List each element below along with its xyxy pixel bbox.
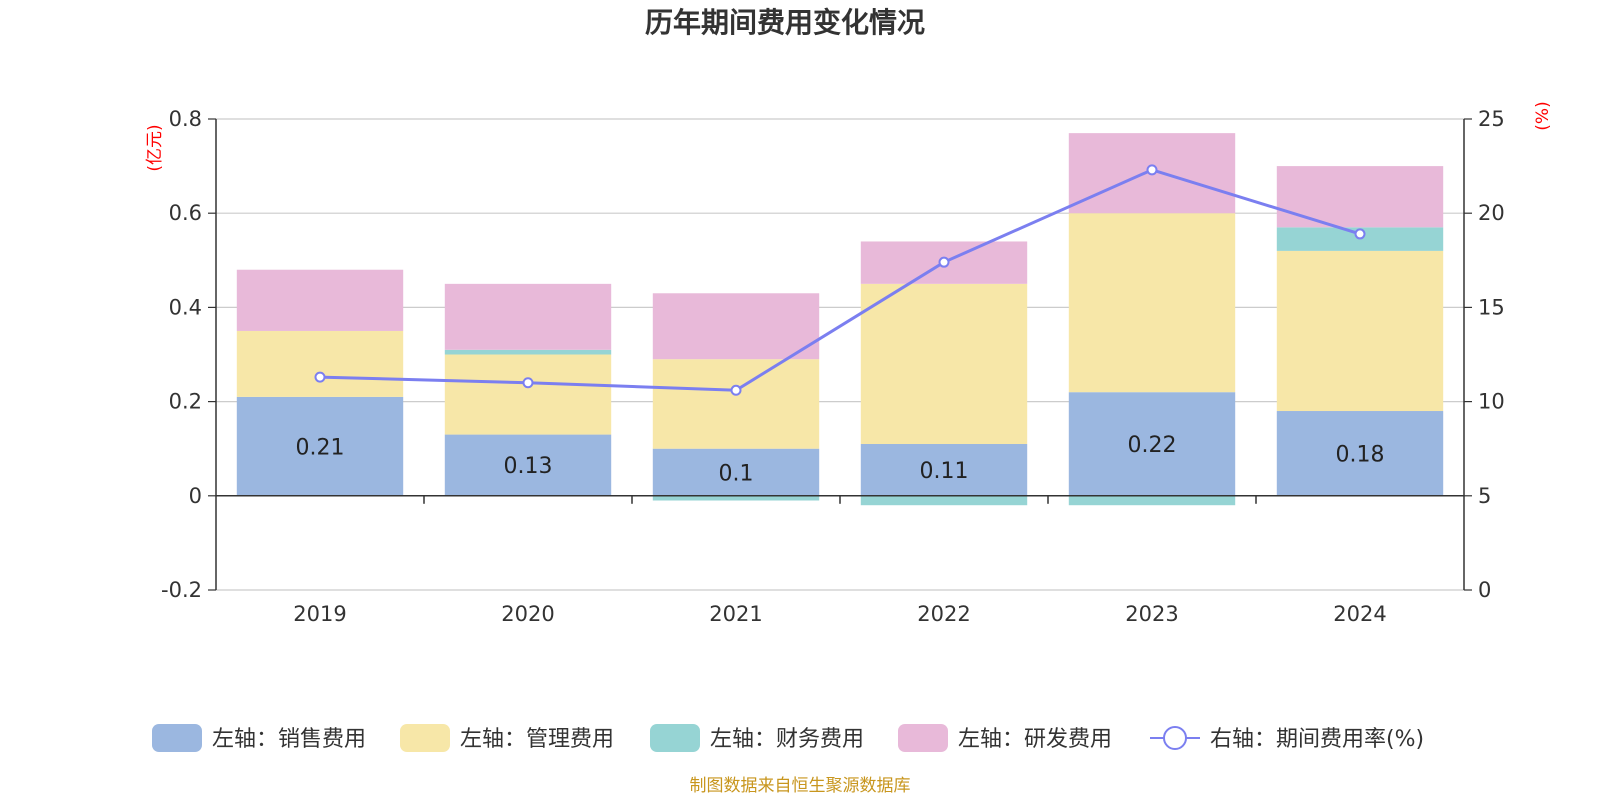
left-axis-tick-label: 0: [189, 484, 202, 508]
bar-data-label: 0.22: [1128, 433, 1177, 458]
bar-segment: [1068, 495, 1236, 506]
rate-point: [938, 256, 950, 268]
right-axis-tick-label: 0: [1478, 578, 1491, 602]
x-axis-tick-label: 2020: [501, 602, 554, 626]
data-source-note: 制图数据来自恒生聚源数据库: [690, 776, 911, 796]
bar-data-label: 0.13: [504, 454, 553, 479]
bar-segment: [860, 443, 1028, 496]
bar-segment: [444, 349, 612, 355]
bar-data-label: 0.1: [719, 461, 754, 486]
right-axis-tick-label: 10: [1478, 390, 1505, 414]
rate-point: [1354, 228, 1366, 240]
legend-label: 左轴：财务费用: [710, 727, 864, 752]
left-axis-tick-label: -0.2: [161, 578, 202, 602]
bar-segment: [444, 354, 612, 435]
x-axis-tick-label: 2022: [917, 602, 970, 626]
right-axis-tick-label: 15: [1478, 295, 1505, 319]
bar-segment: [444, 434, 612, 496]
left-axis-tick-label: 0.8: [169, 107, 202, 131]
rate-point: [314, 371, 326, 383]
legend: 左轴：销售费用 左轴：管理费用 左轴：财务费用 左轴：研发费用 右轴：期间费用率(%): [152, 724, 1424, 752]
chart-title: 历年期间费用变化情况: [645, 6, 925, 39]
x-axis-tick-label: 2021: [709, 602, 762, 626]
bar-segment: [236, 330, 404, 397]
right-axis-tick-label: 20: [1478, 201, 1505, 225]
legend-swatch: [898, 724, 948, 752]
bar-segment: [652, 495, 820, 501]
bar-segment: [860, 283, 1028, 444]
bar-segment: [1068, 392, 1236, 496]
axes: 0.8 0.6 0.4 0.2 0 -0.2 25 20 15 10 5 0 2019 2020 2021 2…: [161, 107, 1505, 626]
bar-segment: [1068, 213, 1236, 393]
bar-stacks: 0.21 0.13 0.1 0.11 0.22 0.18: [236, 133, 1444, 506]
bar-data-label: 0.21: [296, 435, 345, 460]
legend-swatch: [650, 724, 700, 752]
rate-point: [522, 377, 534, 389]
x-axis-tick-label: 2023: [1125, 602, 1178, 626]
bar-segment: [652, 448, 820, 496]
rate-point: [1146, 164, 1158, 176]
x-axis-tick-label: 2024: [1333, 602, 1386, 626]
x-axis-tick-label: 2019: [293, 602, 346, 626]
right-axis-unit: (%): [1533, 101, 1553, 130]
bar-segment: [652, 293, 820, 360]
right-axis-tick-label: 25: [1478, 107, 1505, 131]
bar-segment: [444, 283, 612, 350]
bar-data-label: 0.18: [1336, 442, 1385, 467]
legend-marker: [1163, 726, 1187, 750]
bar-data-label: 0.11: [920, 459, 969, 484]
gridlines: [216, 118, 1464, 591]
bar-segment: [236, 269, 404, 331]
bar-segment: [652, 359, 820, 449]
right-axis-tick-label: 5: [1478, 484, 1491, 508]
rate-point: [730, 384, 742, 396]
bar-segment: [1276, 250, 1444, 412]
left-axis-unit: (亿元): [145, 124, 165, 171]
bar-segment: [236, 396, 404, 496]
legend-label: 左轴：研发费用: [958, 727, 1112, 752]
left-axis-tick-label: 0.4: [169, 295, 202, 319]
bar-segment: [1276, 411, 1444, 496]
bar-segment: [860, 495, 1028, 506]
legend-swatch: [152, 724, 202, 752]
legend-swatch: [400, 724, 450, 752]
left-axis-tick-label: 0.2: [169, 390, 202, 414]
legend-label: 左轴：管理费用: [460, 727, 614, 752]
rate-line: [319, 168, 1361, 392]
legend-label: 左轴：销售费用: [212, 727, 366, 752]
rate-line-series: [314, 164, 1366, 396]
legend-label: 右轴：期间费用率(%): [1210, 727, 1424, 752]
bar-segment: [1276, 166, 1444, 228]
left-axis-tick-label: 0.6: [169, 201, 202, 225]
